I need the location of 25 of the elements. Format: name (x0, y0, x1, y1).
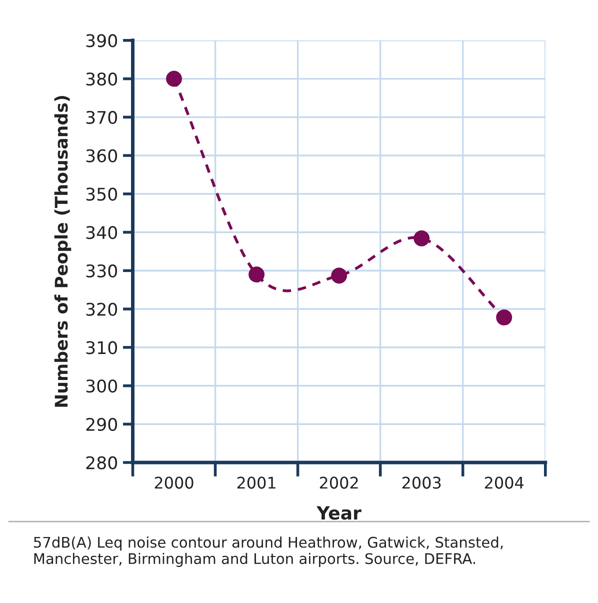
y-tick-label: 370 (86, 110, 118, 124)
point (331, 268, 348, 284)
y-tick-label: 300 (86, 379, 118, 393)
y-tick-label: 310 (86, 341, 118, 354)
x-tick-label: 2000 (154, 476, 194, 489)
point (496, 309, 512, 326)
point (166, 70, 182, 87)
y-tick-label: 350 (86, 188, 118, 201)
text: 57dB(A) Leq noise contour around Heathrow, Gatwick, Stansted, Manchester, Birmingham and Luton airports. Source, DEFRA. (34, 536, 503, 567)
y-tick-label: 320 (86, 302, 118, 316)
y-tick-label: 380 (86, 72, 118, 86)
y-tick-label: 290 (86, 418, 118, 431)
x-tick-label: 2001 (237, 476, 276, 489)
point (414, 230, 430, 246)
x-tick-label: 2002 (320, 476, 358, 489)
point (248, 266, 265, 282)
y-tick-label: 280 (86, 456, 118, 470)
x-tick-label: 2003 (402, 476, 441, 489)
x-axis-title: Year (316, 506, 362, 520)
y-axis-title: Numbers of People (Thousands) (54, 96, 72, 407)
y-tick-label: 330 (86, 264, 118, 278)
y-tick-label: 390 (86, 34, 118, 48)
x-tick-label: 2004 (484, 476, 524, 489)
y-tick-label: 340 (86, 226, 118, 240)
y-tick-label: 360 (86, 149, 118, 162)
